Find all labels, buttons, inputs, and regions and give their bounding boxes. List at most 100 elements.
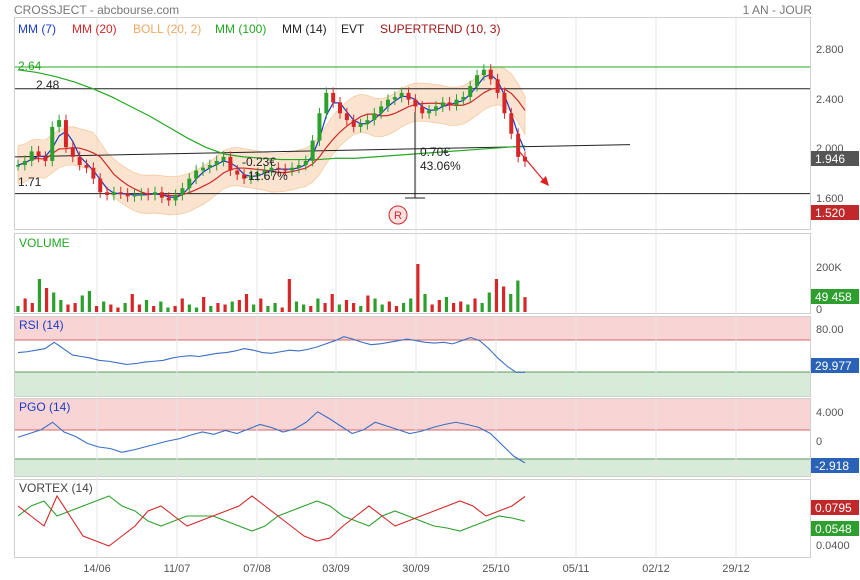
candle-body: [70, 147, 75, 157]
down-arrow-head: [540, 176, 549, 186]
vertical-grid: [96, 18, 737, 557]
volume-bar: [366, 295, 370, 312]
volume-bar: [166, 307, 170, 312]
volume-badge: [811, 289, 859, 304]
candle-body: [447, 102, 452, 106]
candle-body: [372, 113, 377, 121]
volume-bar: [337, 304, 341, 312]
candle-body: [385, 99, 390, 107]
volume-bar: [159, 301, 163, 312]
candle-body: [132, 194, 137, 197]
candle-body: [248, 175, 253, 179]
volume-bar: [230, 301, 234, 312]
rsi-series: [17, 336, 526, 373]
candle-body: [207, 165, 212, 168]
price-tick-1600: 1.600: [816, 193, 844, 205]
legend-mm7[interactable]: MM (7): [18, 22, 56, 36]
vortex-title: VORTEX (14): [19, 481, 93, 495]
legend-evt[interactable]: EVT: [341, 22, 365, 36]
volume-bar: [416, 264, 420, 312]
r-marker-icon[interactable]: [388, 205, 408, 225]
candle-body: [242, 174, 247, 179]
volume-bar: [487, 292, 491, 312]
candle-body: [413, 99, 418, 107]
volume-bar: [37, 279, 42, 312]
candle-body: [84, 165, 89, 168]
volume-bar: [152, 306, 156, 312]
candle-body: [338, 102, 343, 114]
volume-bar: [352, 303, 356, 312]
x-tick-label: 14/06: [83, 563, 111, 575]
volume-panel-frame: [14, 233, 811, 314]
candle-body: [454, 99, 459, 106]
x-tick-label: 05/11: [563, 563, 590, 575]
candle-body: [125, 193, 130, 197]
volume-bar: [423, 294, 427, 312]
volume-bar: [280, 307, 284, 312]
candle-body: [194, 170, 199, 179]
candle-body: [180, 188, 185, 195]
x-tick-label: 30/09: [402, 563, 430, 575]
rsi-title: RSI (14): [19, 318, 64, 332]
volume-bar: [266, 306, 270, 312]
volume-bar: [130, 294, 134, 312]
vortex-panel-frame: [14, 479, 811, 558]
legend-mm100[interactable]: MM (100): [215, 22, 266, 36]
x-tick-label: 29/12: [722, 563, 750, 575]
rsi-overbought-zone: [15, 317, 810, 340]
volume-bar: [237, 300, 241, 312]
candle-body: [221, 156, 226, 161]
price-series: [14, 64, 810, 216]
volume-bar: [87, 291, 92, 312]
volume-bar: [123, 303, 127, 312]
rsi-oversold-zone: [15, 372, 810, 396]
ma100-line: [17, 69, 526, 161]
vortex-tick: 0.0400: [816, 540, 850, 552]
last-price-badge: [811, 151, 859, 166]
candle-body: [200, 167, 205, 171]
candle-body: [516, 133, 521, 157]
legend-mm20[interactable]: MM (20): [72, 22, 117, 36]
candle-body: [255, 173, 260, 176]
annotation-change-pct-2: 43.06%: [420, 159, 461, 173]
x-tick-label: 25/10: [482, 563, 510, 575]
volume-bar: [459, 301, 463, 312]
volume-bar: [216, 303, 220, 312]
candle-body: [488, 69, 493, 80]
rsi-tick-80: 80.00: [816, 324, 844, 336]
candle-body: [36, 151, 41, 157]
volume-bar: [373, 298, 377, 312]
r-marker-label: R: [394, 210, 402, 222]
candle-body: [495, 79, 500, 93]
legend-mm14[interactable]: MM (14): [282, 22, 327, 36]
candle-body: [392, 96, 397, 100]
candle-body: [29, 151, 34, 161]
candle-body: [16, 165, 20, 167]
volume-bar: [509, 294, 513, 312]
pgo-line: [17, 411, 526, 464]
candle-body: [481, 69, 486, 76]
volume-bar: [16, 306, 20, 312]
supertrend-badge: [811, 205, 859, 220]
volume-title: VOLUME: [19, 236, 70, 250]
candle-body: [118, 192, 123, 194]
volume-bar: [409, 298, 413, 312]
legend-boll[interactable]: BOLL (20, 2): [133, 22, 201, 36]
candle-body: [379, 106, 384, 114]
candle-body: [91, 167, 96, 179]
volume-bar: [137, 304, 141, 312]
annotation-change-pct-1: -11.67%: [244, 169, 288, 183]
volume-bar: [402, 303, 406, 312]
annotation-change-abs-1: -0.23€: [242, 155, 276, 169]
annotation-change-abs-2: 0.70€: [420, 145, 450, 159]
period-label: 1 AN - JOUR: [742, 3, 812, 17]
candle-body: [365, 120, 370, 125]
legend-supertrend[interactable]: SUPERTREND (10, 3): [380, 22, 500, 36]
pgo-title: PGO (14): [19, 400, 70, 414]
down-arrow: [517, 149, 546, 183]
vortex-green-line: [17, 495, 526, 532]
volume-bar: [187, 304, 191, 312]
volume-bar: [309, 306, 313, 312]
rsi-value: 29.977: [815, 359, 852, 373]
